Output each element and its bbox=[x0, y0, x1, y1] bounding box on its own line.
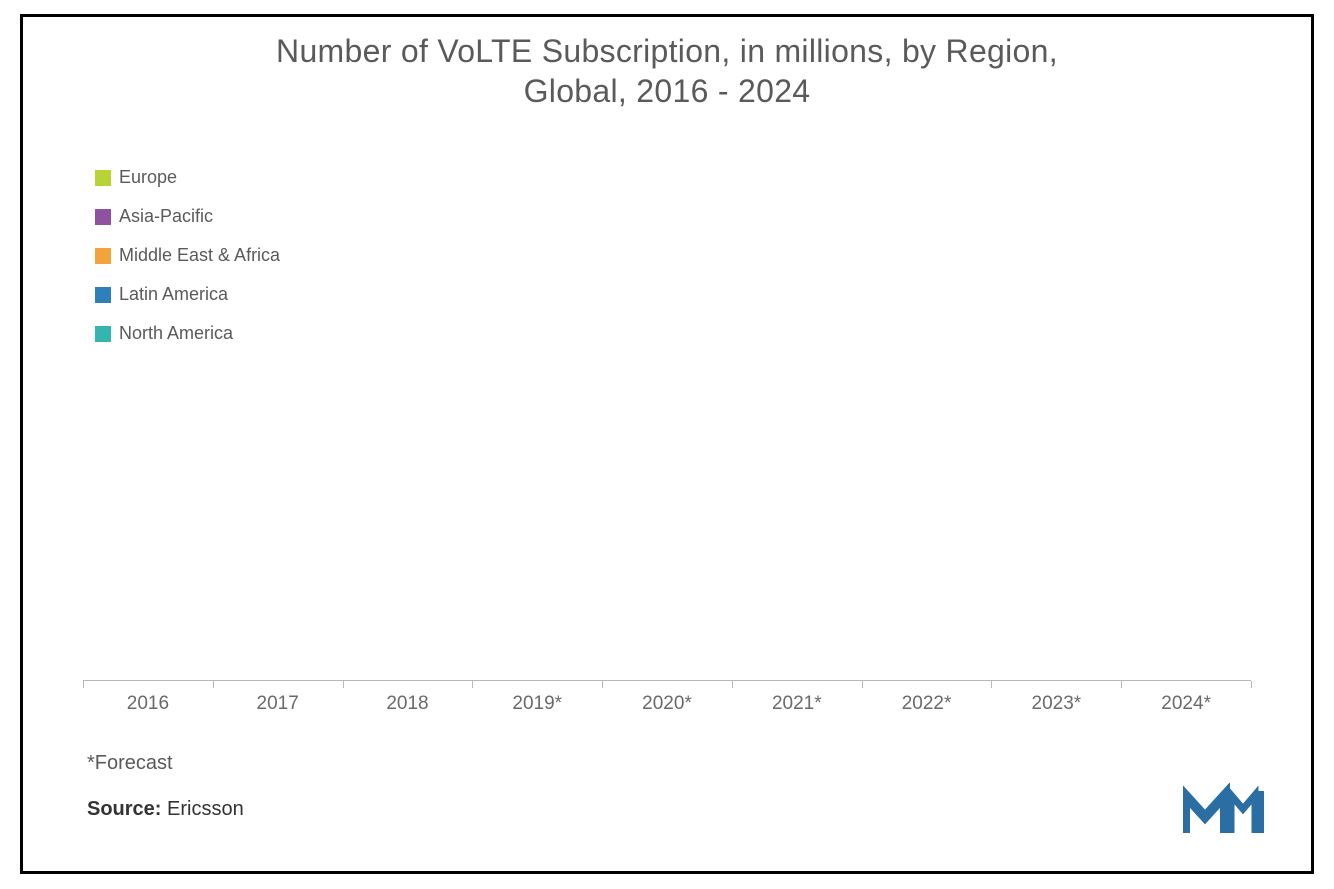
x-axis-label: 2017 bbox=[213, 687, 343, 721]
bar-column bbox=[343, 137, 473, 681]
bar-column bbox=[991, 137, 1121, 681]
source-value: Ericsson bbox=[167, 798, 244, 820]
bar-column bbox=[213, 137, 343, 681]
x-axis-label: 2020* bbox=[602, 687, 732, 721]
bar-column bbox=[1121, 137, 1251, 681]
chart-title: Number of VoLTE Subscription, in million… bbox=[23, 17, 1311, 111]
x-axis-label: 2019* bbox=[472, 687, 602, 721]
source-attribution: Source: Ericsson bbox=[87, 798, 244, 821]
bar-column bbox=[732, 137, 862, 681]
x-axis-label: 2016 bbox=[83, 687, 213, 721]
forecast-footnote: *Forecast bbox=[87, 752, 173, 775]
title-line-2: Global, 2016 - 2024 bbox=[524, 73, 811, 109]
x-axis-label: 2024* bbox=[1121, 687, 1251, 721]
plot: 2016201720182019*2020*2021*2022*2023*202… bbox=[83, 137, 1251, 721]
bar-column bbox=[472, 137, 602, 681]
x-axis-labels: 2016201720182019*2020*2021*2022*2023*202… bbox=[83, 687, 1251, 721]
x-axis-label: 2018 bbox=[343, 687, 473, 721]
x-axis-label: 2022* bbox=[862, 687, 992, 721]
bar-column bbox=[83, 137, 213, 681]
source-label: Source: bbox=[87, 798, 161, 820]
chart-frame: Number of VoLTE Subscription, in million… bbox=[20, 14, 1314, 874]
bar-column bbox=[602, 137, 732, 681]
x-axis-label: 2021* bbox=[732, 687, 862, 721]
title-line-1: Number of VoLTE Subscription, in million… bbox=[276, 33, 1058, 69]
bars-container bbox=[83, 137, 1251, 681]
chart-area: EuropeAsia-PacificMiddle East & AfricaLa… bbox=[83, 137, 1251, 721]
x-axis-label: 2023* bbox=[991, 687, 1121, 721]
x-axis-tick bbox=[1251, 681, 1252, 688]
mordor-logo-icon bbox=[1183, 783, 1267, 835]
bar-column bbox=[862, 137, 992, 681]
